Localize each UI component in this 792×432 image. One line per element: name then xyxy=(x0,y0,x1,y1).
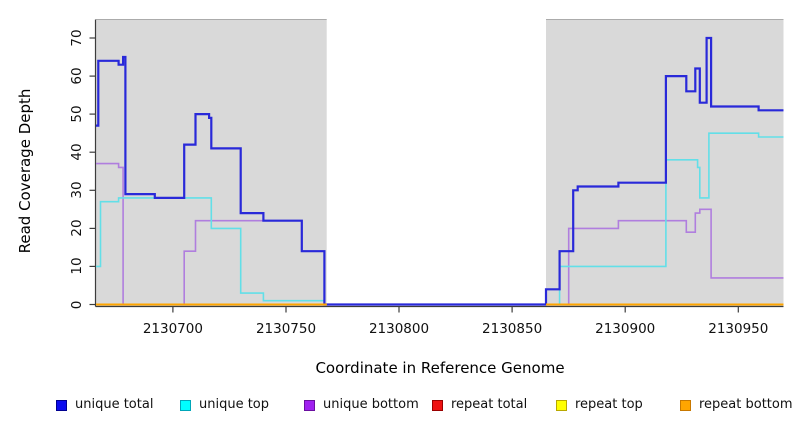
legend-item-repeat-total: repeat total xyxy=(432,398,527,412)
x-tick-label: 2130750 xyxy=(255,321,317,337)
series-unique-total-line xyxy=(96,36,784,306)
y-tick-label: 70 xyxy=(68,29,85,47)
legend-item-unique-total: unique total xyxy=(56,398,153,412)
x-tick-label: 2130950 xyxy=(708,321,769,337)
legend-item-unique-bottom: unique bottom xyxy=(304,398,419,412)
x-tick-label: 2130700 xyxy=(142,321,203,337)
legend-swatch-repeat-total xyxy=(432,399,443,411)
legend-label-unique-top: unique top xyxy=(199,397,270,412)
legend-label-repeat-bottom: repeat bottom xyxy=(699,397,792,412)
x-tick-label: 2130850 xyxy=(482,321,543,337)
legend-swatch-unique-top xyxy=(180,399,191,411)
x-tick-label: 2130800 xyxy=(368,321,430,337)
legend-swatch-repeat-bottom xyxy=(680,399,691,411)
legend-swatch-unique-total xyxy=(56,399,67,411)
legend-label-unique-total: unique total xyxy=(75,397,154,412)
x-axis-title: Coordinate in Reference Genome xyxy=(315,359,565,377)
x-tick-label: 2130900 xyxy=(595,321,656,337)
legend-swatch-repeat-top xyxy=(556,399,567,411)
legend-label-unique-bottom: unique bottom xyxy=(323,397,419,412)
legend-label-repeat-top: repeat top xyxy=(575,397,643,412)
legend-item-repeat-top: repeat top xyxy=(556,398,643,412)
legend-swatch-unique-bottom xyxy=(304,399,315,411)
legend-item-repeat-bottom: repeat bottom xyxy=(680,398,792,412)
y-axis-title: Read Coverage Depth xyxy=(16,88,34,254)
legend-item-unique-top: unique top xyxy=(180,398,269,412)
shaded-region-0 xyxy=(96,19,327,306)
legend-label-repeat-total: repeat total xyxy=(451,397,528,412)
shaded-region-1 xyxy=(546,19,784,306)
